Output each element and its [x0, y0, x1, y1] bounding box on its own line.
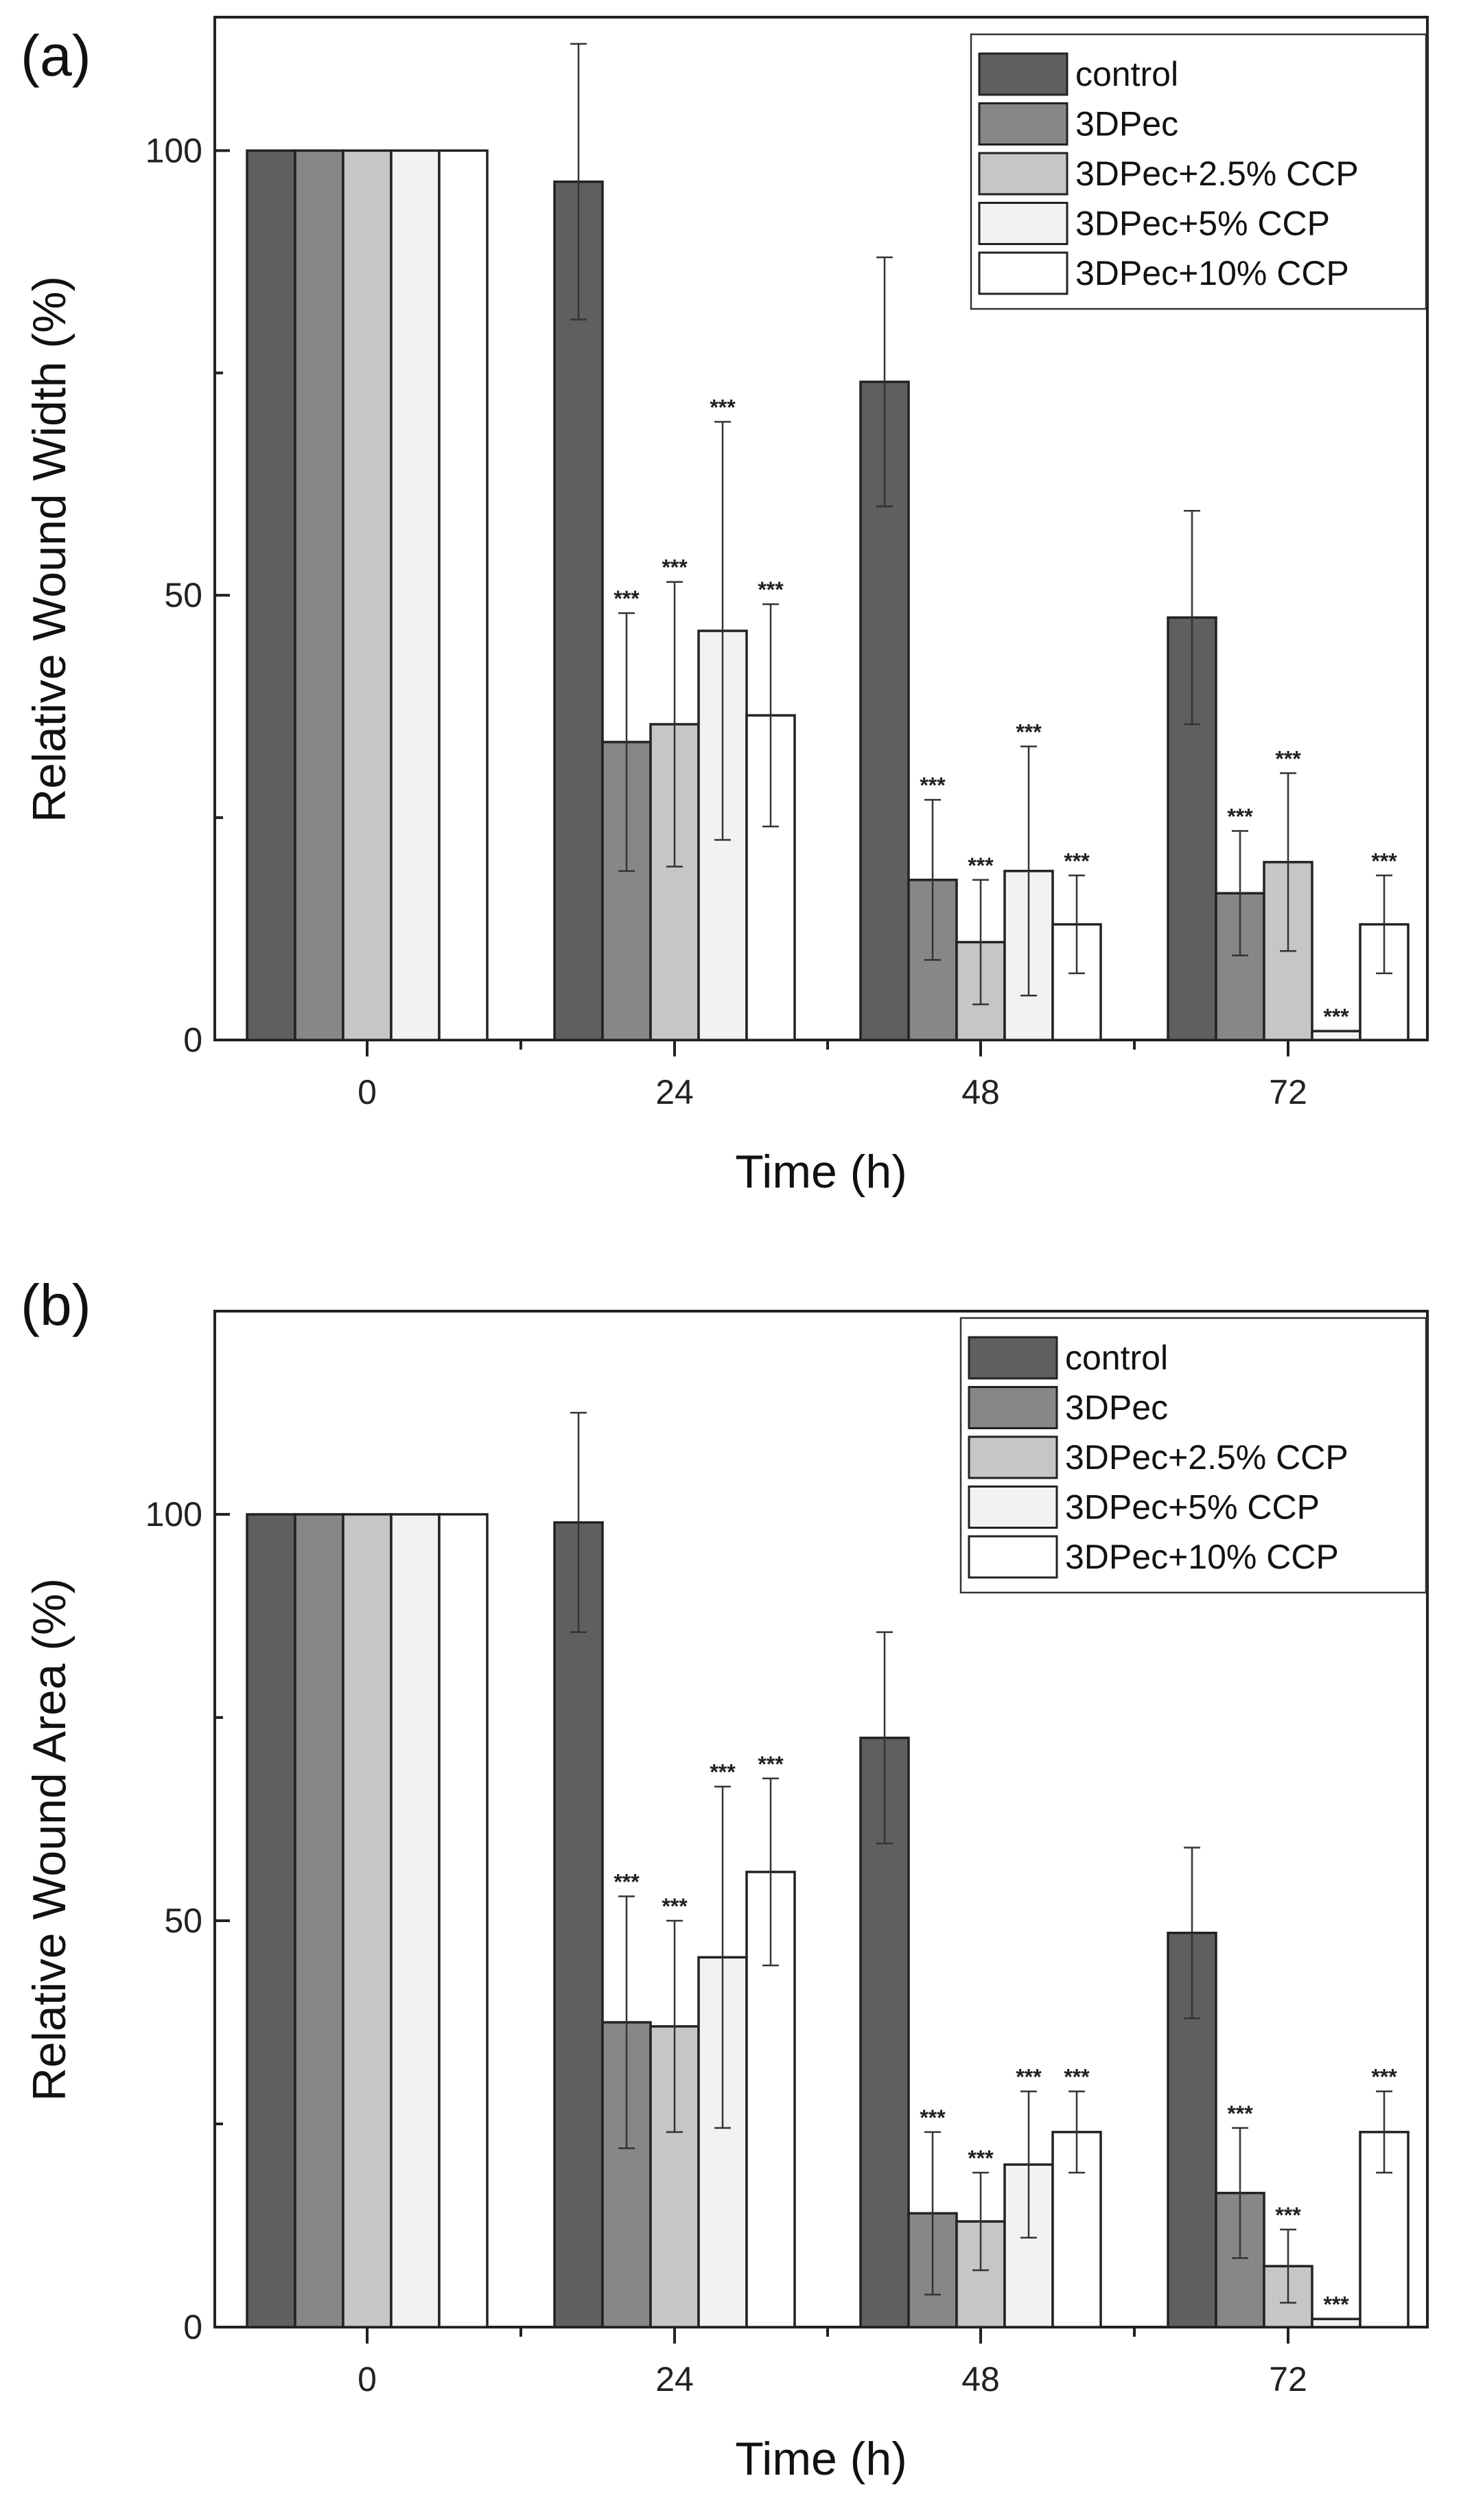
panel-a-legend-swatch [978, 102, 1068, 146]
panel-a-legend-label: 3DPec+2.5% CCP [1075, 154, 1359, 193]
panel-a-legend-swatch [978, 152, 1068, 196]
panel-a-bar-control-0h [246, 149, 296, 1041]
panel-a-x-tick-label: 24 [655, 1073, 694, 1111]
panel-b-significance-marker: *** [758, 1752, 784, 1777]
panel-a-significance-marker: *** [1227, 805, 1253, 829]
panel-b-legend-label: 3DPec [1065, 1389, 1168, 1427]
panel-b-bar-control-0h [246, 1513, 296, 2328]
panel-a-bar-control-72h [1167, 616, 1217, 1041]
panel-a-y-tick-label: 100 [145, 131, 202, 170]
panel-b-bar-3dpec-2-5-ccp-0h [342, 1513, 393, 2328]
panel-a-significance-marker: *** [614, 586, 640, 611]
panel-a-significance-marker: *** [968, 853, 994, 878]
panel-a-bar-3dpec-5-ccp-72h [1311, 1030, 1362, 1041]
panel-a-y-tick-label: 50 [164, 576, 202, 614]
panel-b-significance-marker: *** [614, 1869, 640, 1894]
panel-a-legend-swatch [978, 202, 1068, 245]
panel-b-bar-control-24h [553, 1521, 604, 2328]
panel-a-x-tick-label: 48 [961, 1073, 1000, 1111]
panel-b-legend-label: 3DPec+5% CCP [1065, 1488, 1320, 1527]
panel-b-bar-3dpec-5-ccp-72h [1311, 2317, 1362, 2328]
panel-b-significance-marker: *** [1016, 2065, 1042, 2090]
panel-a-significance-marker: *** [1275, 746, 1301, 771]
panel-a-bar-3dpec-0h [294, 149, 344, 1041]
panel-b-bar-3dpec-10-ccp-0h [438, 1513, 489, 2328]
panel-b-significance-marker: *** [710, 1760, 736, 1785]
panel-b-significance-marker: *** [1371, 2065, 1397, 2090]
panel-b-legend-swatch [968, 1386, 1058, 1429]
panel-a-significance-marker: *** [1323, 1004, 1349, 1029]
panel-a-legend-swatch [978, 52, 1068, 96]
panel-a-y-tick-label: 0 [183, 1021, 202, 1059]
panel-a-plot-frame [213, 16, 1429, 1041]
panel-b-bar-3dpec-10-ccp-72h [1359, 2131, 1410, 2328]
panel-b-label: (b) [21, 1273, 91, 1337]
panel-b-x-tick-label: 0 [358, 2360, 377, 2398]
panel-b-significance-marker: *** [920, 2105, 946, 2130]
panel-b-significance-marker: *** [1275, 2203, 1301, 2228]
panel-b-significance-marker: *** [1323, 2292, 1349, 2317]
panel-b-x-tick-label: 48 [961, 2360, 1000, 2398]
panel-a-bar-3dpec-5-ccp-0h [390, 149, 441, 1041]
panel-a-x-tick-label: 0 [358, 1073, 377, 1111]
panel-b-bar-3dpec-0h [294, 1513, 344, 2328]
panel-b-x-axis-title: Time (h) [735, 2433, 907, 2485]
panel-b-legend-label: control [1065, 1339, 1168, 1377]
panel-a-legend-label: 3DPec+5% CCP [1075, 205, 1330, 243]
panel-b-x-tick-label: 24 [655, 2360, 694, 2398]
panel-b-legend-label: 3DPec+10% CCP [1065, 1538, 1339, 1576]
panel-a-significance-marker: *** [1016, 719, 1042, 744]
panel-b-plot-frame [213, 1310, 1429, 2328]
panel-b-legend-swatch [968, 1486, 1058, 1529]
panel-a-legend-swatch [978, 251, 1068, 295]
panel-a-label: (a) [21, 23, 91, 88]
panel-a-legend-label: control [1075, 55, 1178, 93]
panel-b-y-tick-label: 100 [145, 1495, 202, 1534]
panel-b-legend-label: 3DPec+2.5% CCP [1065, 1438, 1348, 1477]
panel-b-significance-marker: *** [1064, 2065, 1090, 2090]
panel-a-x-tick-label: 72 [1269, 1073, 1307, 1111]
panel-b-y-tick-label: 0 [183, 2308, 202, 2346]
panel-b-y-tick-label: 50 [164, 1901, 202, 1940]
panel-b-significance-marker: *** [968, 2146, 994, 2171]
panel-b-bar-3dpec-5-ccp-0h [390, 1513, 441, 2328]
panel-a-significance-marker: *** [758, 577, 784, 602]
panel-a-significance-marker: *** [662, 555, 688, 580]
panel-b-y-axis-title: Relative Wound Area (%) [23, 1578, 75, 2101]
panel-a-significance-marker: *** [1371, 848, 1397, 873]
panel-a-significance-marker: *** [1064, 848, 1090, 873]
panel-b-x-tick-label: 72 [1269, 2360, 1307, 2398]
panel-a-legend-label: 3DPec [1075, 105, 1178, 143]
panel-a-legend-label: 3DPec+10% CCP [1075, 254, 1349, 292]
panel-b-legend-swatch [968, 1435, 1058, 1479]
panel-b-legend-swatch [968, 1535, 1058, 1579]
panel-a-y-axis-title: Relative Wound Width (%) [23, 276, 75, 822]
panel-b-legend-swatch [968, 1336, 1058, 1380]
panel-b-significance-marker: *** [662, 1894, 688, 1919]
panel-a-significance-marker: *** [920, 773, 946, 798]
panel-a-significance-marker: *** [710, 395, 736, 420]
panel-a-x-axis-title: Time (h) [735, 1146, 907, 1198]
panel-a-bar-3dpec-10-ccp-0h [438, 149, 489, 1041]
panel-b-significance-marker: *** [1227, 2101, 1253, 2126]
chart-panel-b: (b) *** *** *** *** *** *** *** *** *** *** *** *** 0… [21, 1273, 1429, 2485]
panel-a-bar-3dpec-2-5-ccp-0h [342, 149, 393, 1041]
chart-panel-a: (a) *** *** *** *** *** *** *** *** *** *** *** *** 0… [21, 16, 1429, 1198]
